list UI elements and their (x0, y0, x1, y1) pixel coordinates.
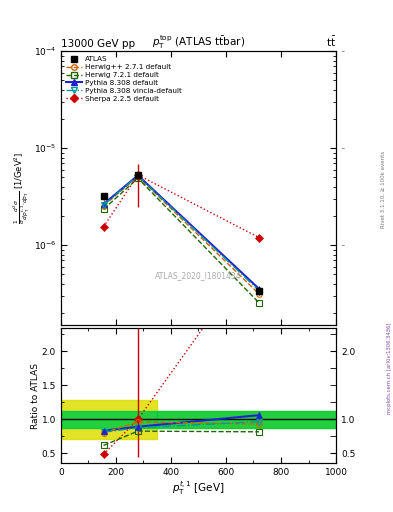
Text: ATLAS_2020_I1801434: ATLAS_2020_I1801434 (155, 271, 242, 280)
Bar (157, 411, 336, 428)
Text: mcplots.cern.ch [arXiv:1306.3436]: mcplots.cern.ch [arXiv:1306.3436] (387, 323, 391, 414)
Text: t$\bar{\mathrm{t}}$: t$\bar{\mathrm{t}}$ (326, 34, 336, 49)
Y-axis label: Ratio to ATLAS: Ratio to ATLAS (31, 362, 40, 429)
Y-axis label: $\frac{1}{\sigma}\frac{d^2\sigma}{dp_\mathrm{T}^{t,1}\!\cdot\! dp_\mathrm{T}}$ [: $\frac{1}{\sigma}\frac{d^2\sigma}{dp_\ma… (11, 152, 32, 224)
Text: 13000 GeV pp: 13000 GeV pp (61, 38, 135, 49)
Text: Rivet 3.1.10, ≥ 100k events: Rivet 3.1.10, ≥ 100k events (381, 151, 386, 228)
Title: $p_\mathrm{T}^\mathrm{top}$ (ATLAS t$\bar{\mathrm{t}}$bar): $p_\mathrm{T}^\mathrm{top}$ (ATLAS t$\ba… (152, 33, 245, 51)
Bar (61, 400, 157, 439)
X-axis label: $p_\mathrm{T}^{t,1}$ [GeV]: $p_\mathrm{T}^{t,1}$ [GeV] (172, 480, 225, 497)
Legend: ATLAS, Herwig++ 2.7.1 default, Herwig 7.2.1 default, Pythia 8.308 default, Pythi: ATLAS, Herwig++ 2.7.1 default, Herwig 7.… (64, 55, 183, 103)
Bar (61, 411, 157, 428)
Bar (157, 411, 336, 428)
